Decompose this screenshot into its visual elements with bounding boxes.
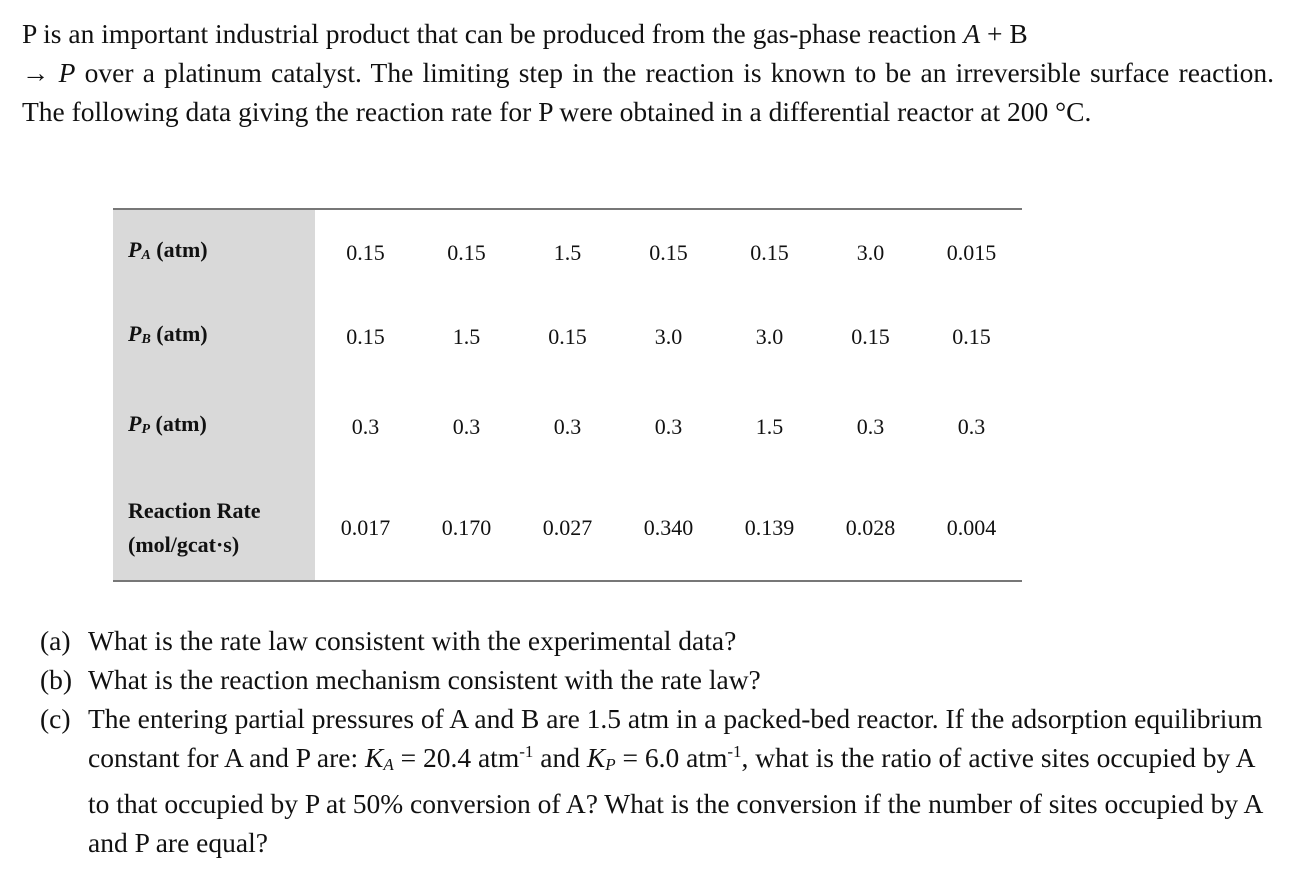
- table-cell: 3.0: [755, 324, 784, 349]
- table-cell: 0.170: [441, 514, 492, 540]
- text: + B: [980, 18, 1028, 49]
- symbol: P: [128, 411, 142, 436]
- table-cell: 0.15: [649, 239, 688, 265]
- table-cell: 0.027: [542, 514, 593, 540]
- text: K: [586, 742, 606, 773]
- text: over a platinum catalyst. The limiting s…: [22, 57, 1274, 127]
- table-row: PP (atm) 0.3 0.3 0.3 0.3 1.5 0.3 0.3: [113, 379, 1022, 475]
- table-cell: 1.5: [553, 239, 582, 265]
- text: P: [605, 755, 616, 774]
- table-cell: 0.3: [553, 414, 582, 439]
- questions: (a) What is the rate law consistent with …: [40, 621, 1270, 862]
- intro-paragraph: P is an important industrial product tha…: [22, 14, 1274, 131]
- question-label: (c): [40, 703, 71, 734]
- table-row: Reaction Rate (mol/gcat·s) 0.017 0.170 0.027…: [113, 475, 1022, 581]
- question: (a) What is the rate law consistent with …: [40, 621, 1270, 660]
- symbol: P: [128, 321, 142, 346]
- unit: (atm): [155, 411, 207, 436]
- text: -1: [519, 742, 534, 761]
- text: and: [533, 742, 587, 773]
- subscript: P: [141, 422, 151, 437]
- table-cell: 0.15: [851, 324, 890, 349]
- table-cell: 0.15: [952, 324, 991, 349]
- question: (b) What is the reaction mechanism consis…: [40, 660, 1270, 699]
- table-cell: 0.3: [654, 414, 683, 439]
- table-row: PA (atm) 0.15 0.15 1.5 0.15 0.15 3.0 0.015: [113, 209, 1022, 295]
- label: Reaction Rate: [128, 497, 261, 523]
- text: A: [383, 755, 394, 774]
- text: = 20.4 atm: [393, 742, 520, 773]
- subscript: B: [141, 332, 151, 347]
- table-cell: 0.3: [957, 414, 986, 439]
- text: →: [22, 57, 59, 88]
- table-cell: 1.5: [755, 414, 784, 439]
- table-row: PB (atm) 0.15 1.5 0.15 3.0 3.0 0.15 0.15: [113, 295, 1022, 379]
- table-cell: 0.3: [856, 414, 885, 439]
- text: = 6.0 atm: [615, 742, 728, 773]
- text: What is the reaction mechanism consisten…: [88, 664, 761, 695]
- table-cell: 0.028: [845, 514, 896, 540]
- text: -1: [727, 742, 742, 761]
- table-cell: 3.0: [856, 239, 885, 265]
- table-cell: 0.15: [346, 239, 385, 265]
- table-cell: 0.15: [346, 324, 385, 349]
- table-cell: 0.15: [548, 324, 587, 349]
- text: P: [58, 57, 76, 88]
- data-table: PA (atm) 0.15 0.15 1.5 0.15 0.15 3.0 0.015 PB (a…: [113, 208, 1022, 582]
- text: A: [963, 18, 981, 49]
- row-label: PA (atm): [113, 209, 315, 295]
- unit: (mol/gcat·s): [128, 531, 240, 557]
- text: What is the rate law consistent with the…: [88, 625, 737, 656]
- symbol: P: [128, 236, 142, 262]
- table-cell: 0.15: [447, 239, 486, 265]
- subscript: A: [141, 247, 151, 263]
- text: K: [364, 742, 384, 773]
- text: P is an important industrial product tha…: [22, 18, 964, 49]
- row-label: PP (atm): [113, 379, 315, 475]
- unit: (atm): [156, 321, 208, 346]
- row-label: PB (atm): [113, 295, 315, 379]
- table-cell: 3.0: [654, 324, 683, 349]
- row-label: Reaction Rate (mol/gcat·s): [113, 475, 315, 581]
- text: The entering partial pressures of A and …: [88, 703, 1263, 773]
- table-cell: 1.5: [452, 324, 481, 349]
- unit: (atm): [156, 236, 208, 262]
- table-cell: 0.340: [643, 514, 694, 540]
- table-cell: 0.015: [946, 239, 997, 265]
- table-cell: 0.3: [452, 414, 481, 439]
- question-label: (a): [40, 625, 71, 656]
- question-label: (b): [40, 664, 73, 695]
- question: (c) The entering partial pressures of A a…: [40, 699, 1270, 862]
- table-cell: 0.15: [750, 239, 789, 265]
- table-cell: 0.139: [744, 514, 795, 540]
- table-cell: 0.017: [340, 514, 391, 540]
- table-cell: 0.3: [351, 414, 380, 439]
- table-cell: 0.004: [946, 514, 997, 540]
- text: , what is the ratio of active sites occu…: [88, 742, 1262, 858]
